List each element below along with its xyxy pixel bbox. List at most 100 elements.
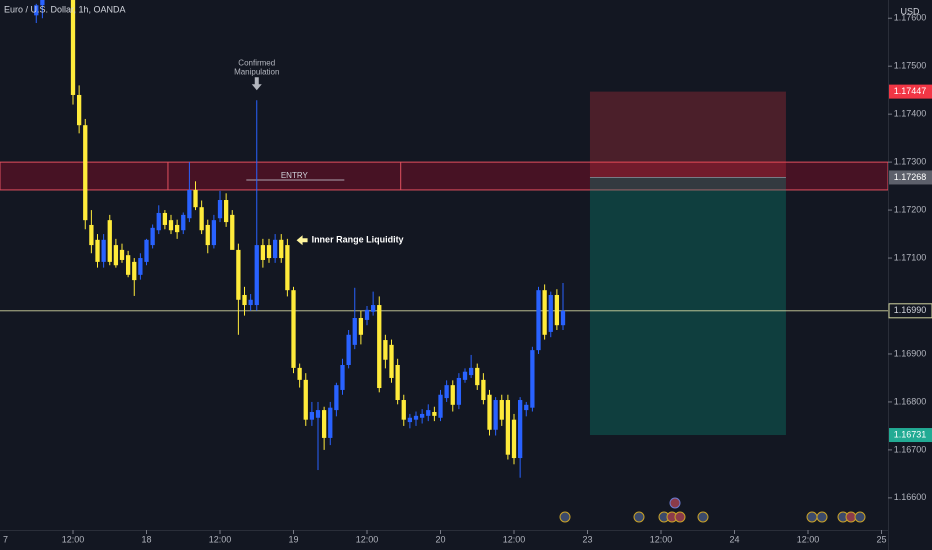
y-tick-label: 1.17200	[894, 204, 927, 214]
candle-body	[401, 400, 406, 420]
candle-body	[181, 214, 186, 231]
candle-body	[517, 400, 523, 459]
y-tick-label: 1.17400	[894, 109, 927, 119]
candle-body	[315, 410, 321, 418]
candle-body	[536, 290, 541, 351]
x-tick-label: 18	[142, 534, 152, 544]
symbol-title: Euro / U.S. Dollar, 1h, OANDA	[4, 4, 126, 14]
candle-body	[334, 385, 339, 411]
candle-body	[426, 410, 431, 416]
candle-body	[309, 412, 315, 420]
annotation-text: Inner Range Liquidity	[312, 235, 404, 245]
candle-body	[132, 261, 137, 281]
x-tick-label: 24	[730, 534, 740, 544]
candle-body	[548, 294, 553, 332]
candle-body	[266, 245, 272, 259]
candle-body	[321, 410, 327, 438]
candle-body	[272, 239, 278, 259]
candle-body	[370, 305, 376, 312]
axes: 1.17600 1.17500 1.17400 1.17300 1.17200 1.171…	[0, 13, 932, 544]
candle-body	[242, 294, 247, 306]
candle-body	[107, 220, 112, 262]
candle-body	[217, 200, 223, 219]
annotation-text: Confirmed	[238, 58, 275, 67]
candle-body	[352, 318, 357, 345]
annotation-arrow	[296, 235, 308, 246]
candle-body	[193, 189, 198, 208]
event-icons	[559, 497, 866, 523]
stop-price-label-bg	[889, 84, 932, 99]
candle-body	[236, 249, 241, 300]
candle-body	[462, 371, 468, 380]
x-tick-label: 12:00	[62, 534, 85, 544]
candle-body	[40, 0, 45, 6]
y-tick-label: 1.17300	[894, 156, 927, 166]
candle-body	[303, 379, 308, 420]
candle-body	[383, 340, 388, 360]
candle-body	[358, 318, 364, 335]
x-tick-label: 20	[436, 534, 446, 544]
candle-body	[364, 309, 370, 320]
candle-body	[542, 290, 547, 335]
candle-body	[83, 125, 88, 221]
x-tick-label: 25	[876, 534, 886, 544]
candle-body	[254, 245, 259, 306]
candle-body	[407, 417, 413, 423]
last-price-label: 1.16990	[894, 305, 927, 315]
candle-body	[554, 294, 560, 326]
candle-body	[328, 407, 333, 438]
candle-body	[475, 367, 480, 386]
candle-body	[505, 400, 511, 455]
candle-body	[432, 412, 437, 416]
candle-body	[113, 245, 119, 266]
x-tick-label: 12:00	[209, 534, 232, 544]
candle-body	[162, 212, 168, 225]
candle-body	[468, 367, 474, 376]
candle-body	[119, 249, 125, 260]
stop-price-label: 1.17447	[894, 86, 927, 96]
candle-body	[138, 258, 143, 275]
candle-body	[125, 255, 131, 275]
candle-body	[444, 385, 449, 399]
entry-label: ENTRY	[281, 171, 309, 180]
target-price-label-bg	[889, 428, 932, 443]
candle-body	[144, 239, 149, 262]
candle-body	[187, 189, 192, 219]
target-price-label: 1.16731	[894, 429, 927, 439]
candle-body	[95, 239, 100, 262]
candle-body	[291, 290, 296, 368]
candle-body	[211, 220, 217, 246]
candle-body	[456, 377, 462, 405]
x-tick-label: 12:00	[797, 534, 820, 544]
x-tick-label: 12:00	[356, 534, 379, 544]
candle-body	[438, 394, 443, 418]
candle-body	[279, 239, 284, 259]
entry-price-label-bg	[889, 170, 932, 185]
candle-body	[34, 5, 39, 16]
candle-body	[450, 385, 455, 405]
candle-body	[297, 367, 302, 380]
candle-body	[493, 400, 498, 430]
candle-body	[150, 227, 155, 246]
candle-body	[419, 413, 425, 418]
candle-body	[481, 379, 486, 401]
stop-area	[589, 91, 786, 178]
candle-body	[560, 310, 566, 326]
y-tick-label: 1.17100	[894, 252, 927, 262]
candle-body	[174, 224, 180, 233]
candle-body	[230, 214, 235, 250]
candle-body	[413, 415, 419, 420]
candle-body	[511, 419, 517, 459]
entry-price-label: 1.17268	[894, 172, 927, 182]
candle-body	[389, 344, 394, 378]
candle-body	[248, 299, 253, 306]
candle-body	[223, 200, 229, 223]
candle-body	[101, 239, 106, 262]
candle-body	[285, 245, 290, 291]
candle-body	[524, 404, 529, 411]
y-tick-label: 1.16600	[894, 492, 927, 502]
x-tick-label: 12:00	[650, 534, 673, 544]
candle-body	[377, 305, 382, 389]
